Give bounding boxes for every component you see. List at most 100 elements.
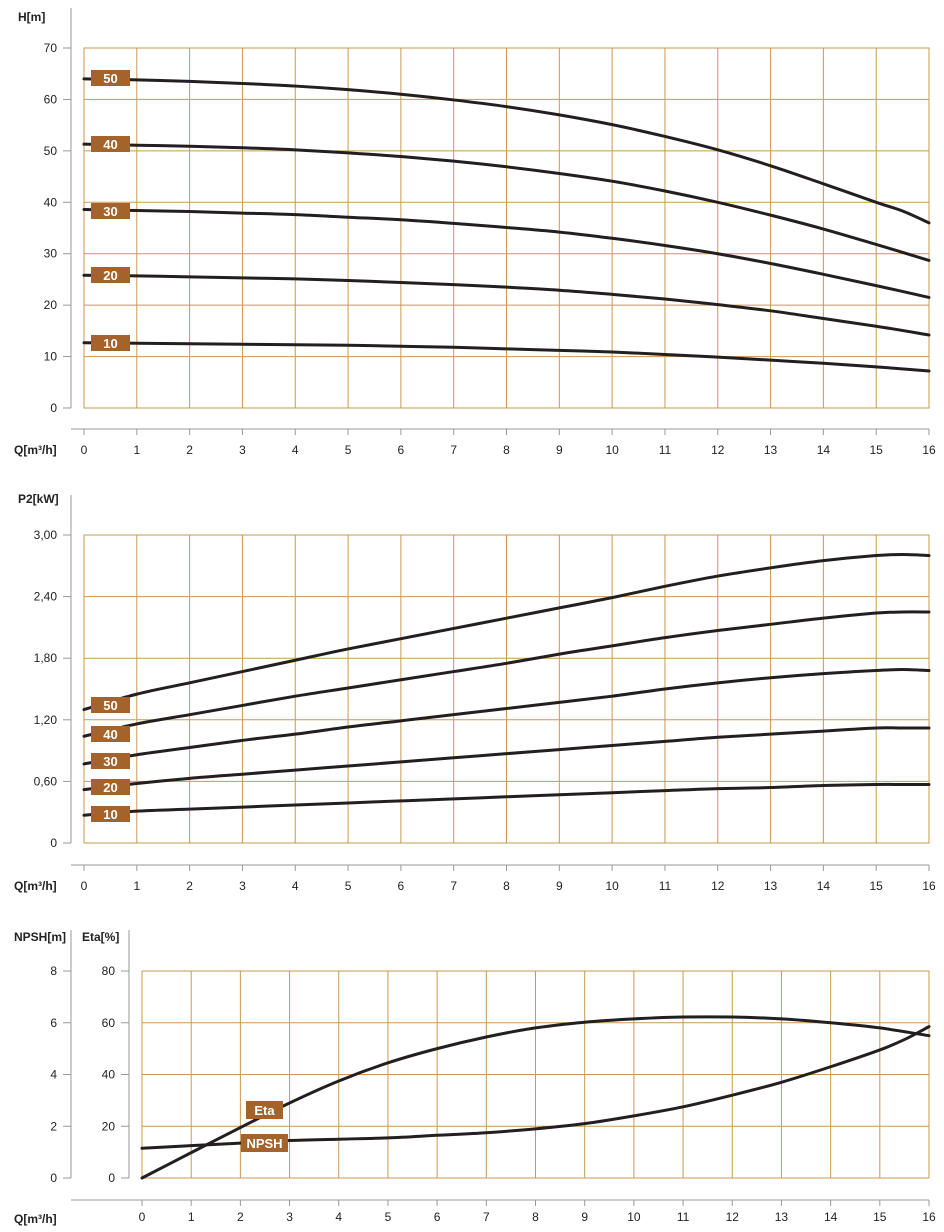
power-chart: 00,601,201,802,403,00 0 1 2 3 4 5 6 7 8 9 10 11 12 13… xyxy=(14,492,936,893)
power-y-tick-0: 0 xyxy=(50,836,57,850)
power-plot-frame xyxy=(83,534,930,844)
eta-y-tick-80: 80 xyxy=(102,964,116,978)
power-x-tick-15: 15 xyxy=(870,879,884,893)
npsh-eta-x-tick-7: 7 xyxy=(483,1210,490,1224)
head-x-tick-11: 11 xyxy=(659,443,672,457)
power-label-10-text: 10 xyxy=(103,807,117,822)
head-label-50: 50 xyxy=(91,70,130,86)
head-curve-40 xyxy=(82,142,931,262)
head-x-tick-10: 10 xyxy=(605,443,619,457)
head-curve-30 xyxy=(82,207,931,299)
power-label-30-text: 30 xyxy=(103,754,117,769)
head-x-tick-2: 2 xyxy=(186,443,193,457)
power-x-label: Q[m³/h] xyxy=(14,879,57,893)
power-x-tick-16: 16 xyxy=(922,879,936,893)
power-x-tick-6: 6 xyxy=(398,879,405,893)
npsh-eta-x-tick-16: 16 xyxy=(922,1210,936,1224)
npsh-eta-x-tick-9: 9 xyxy=(581,1210,588,1224)
npsh-eta-x-tick-6: 6 xyxy=(434,1210,441,1224)
npsh-eta-x-tick-12: 12 xyxy=(726,1210,740,1224)
power-label-20: 20 xyxy=(91,779,130,795)
head-x-tick-6: 6 xyxy=(398,443,405,457)
npsh-y-tick-0: 0 xyxy=(50,1171,57,1185)
npsh-y-label: NPSH[m] xyxy=(14,930,66,944)
power-curve-40 xyxy=(82,610,931,738)
head-y-tick-40: 40 xyxy=(44,195,58,209)
npsh-label: NPSH xyxy=(241,1134,288,1152)
power-x-tick-2: 2 xyxy=(186,879,193,893)
npsh-eta-x-tick-1: 1 xyxy=(188,1210,195,1224)
power-y-label: P2[kW] xyxy=(18,492,59,506)
npsh-y-tick-6: 6 xyxy=(50,1016,57,1030)
npsh-eta-x-ticks: 0 1 2 3 4 5 6 7 8 9 10 11 12 13 14 15 16 xyxy=(139,1200,936,1224)
head-curve-10 xyxy=(82,341,931,373)
npsh-eta-x-tick-10: 10 xyxy=(627,1210,641,1224)
eta-y-ticks: 0 20 40 60 80 xyxy=(102,964,129,1185)
head-x-label: Q[m³/h] xyxy=(14,443,57,457)
eta-label: Eta xyxy=(246,1101,283,1119)
eta-label-text: Eta xyxy=(254,1103,275,1118)
npsh-eta-x-tick-3: 3 xyxy=(286,1210,293,1224)
head-x-tick-9: 9 xyxy=(556,443,563,457)
head-label-30: 30 xyxy=(91,203,130,219)
power-x-tick-9: 9 xyxy=(556,879,563,893)
head-x-tick-4: 4 xyxy=(292,443,299,457)
head-label-10: 10 xyxy=(91,335,130,351)
power-x-tick-1: 1 xyxy=(133,879,140,893)
power-x-tick-13: 13 xyxy=(764,879,778,893)
head-x-tick-16: 16 xyxy=(922,443,936,457)
head-x-tick-12: 12 xyxy=(711,443,725,457)
power-x-tick-11: 11 xyxy=(659,879,672,893)
npsh-eta-x-tick-11: 11 xyxy=(677,1210,690,1224)
power-label-50-text: 50 xyxy=(103,698,117,713)
npsh-y-tick-4: 4 xyxy=(50,1068,57,1082)
head-y-tick-10: 10 xyxy=(44,350,58,364)
head-x-tick-8: 8 xyxy=(503,443,510,457)
power-y-ticks: 0 0,60 1,20 1,80 2,40 3,00 xyxy=(34,528,71,850)
npsh-eta-x-tick-14: 14 xyxy=(824,1210,838,1224)
power-x-tick-8: 8 xyxy=(503,879,510,893)
head-curve-20 xyxy=(82,273,931,337)
power-x-tick-3: 3 xyxy=(239,879,246,893)
head-curve-50 xyxy=(82,77,931,225)
power-label-50: 50 xyxy=(91,697,130,713)
head-axes xyxy=(70,8,929,430)
power-x-tick-12: 12 xyxy=(711,879,725,893)
eta-y-tick-20: 20 xyxy=(102,1119,116,1133)
npsh-eta-x-tick-5: 5 xyxy=(385,1210,392,1224)
head-plot-frame xyxy=(83,47,930,409)
head-x-tick-0: 0 xyxy=(81,443,88,457)
head-x-ticks: 0 1 2 3 4 5 6 7 8 9 10 11 12 13 14 15 16 xyxy=(81,429,936,457)
head-label-40-text: 40 xyxy=(103,137,117,152)
power-y-tick-3-00: 3,00 xyxy=(34,528,58,542)
power-curve-50 xyxy=(82,553,931,712)
head-x-tick-7: 7 xyxy=(450,443,457,457)
head-y-label: H[m] xyxy=(18,10,45,24)
head-x-tick-14: 14 xyxy=(817,443,831,457)
npsh-y-ticks: 0 2 4 6 8 xyxy=(50,964,71,1185)
power-x-tick-4: 4 xyxy=(292,879,299,893)
power-y-tick-0-60: 0,60 xyxy=(34,774,58,788)
npsh-eta-x-label: Q[m³/h] xyxy=(14,1212,57,1226)
head-y-tick-30: 30 xyxy=(44,247,58,261)
npsh-label-text: NPSH xyxy=(246,1136,282,1151)
power-x-tick-7: 7 xyxy=(450,879,457,893)
npsh-eta-x-tick-2: 2 xyxy=(237,1210,244,1224)
power-y-tick-1-20: 1,20 xyxy=(34,713,58,727)
power-x-tick-0: 0 xyxy=(81,879,88,893)
head-x-tick-15: 15 xyxy=(870,443,884,457)
power-axes xyxy=(70,495,929,866)
npsh-eta-x-tick-13: 13 xyxy=(775,1210,789,1224)
power-y-tick-1-80: 1,80 xyxy=(34,651,58,665)
power-curve-20 xyxy=(82,726,931,792)
power-x-tick-14: 14 xyxy=(817,879,831,893)
power-y-tick-2-40: 2,40 xyxy=(34,590,58,604)
head-x-tick-5: 5 xyxy=(345,443,352,457)
head-curves xyxy=(82,77,931,373)
power-curve-10 xyxy=(82,782,931,817)
head-label-50-text: 50 xyxy=(103,71,117,86)
head-x-tick-13: 13 xyxy=(764,443,778,457)
npsh-plot-frame xyxy=(141,970,930,1179)
